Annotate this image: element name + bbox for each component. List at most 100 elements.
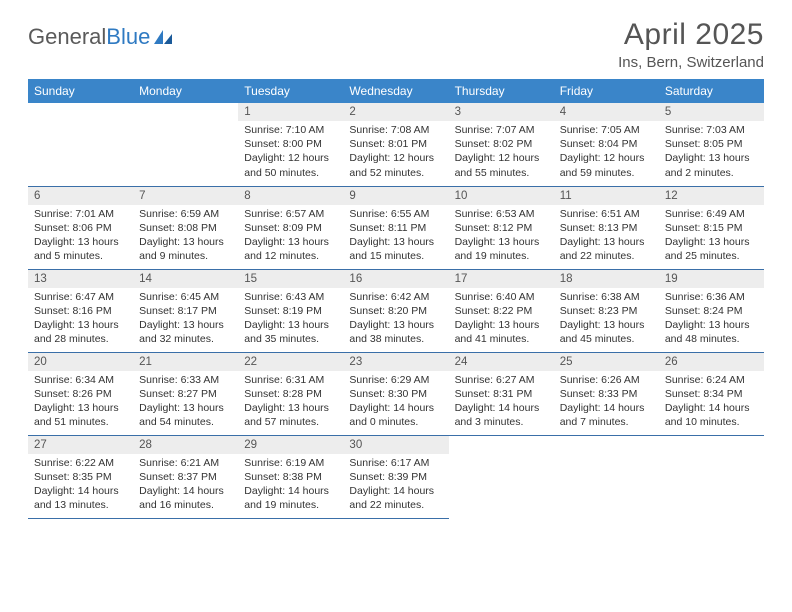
daylight-text-1: Daylight: 14 hours: [560, 401, 653, 415]
day-details: Sunrise: 7:07 AMSunset: 8:02 PMDaylight:…: [449, 121, 554, 184]
calendar-cell: 26Sunrise: 6:24 AMSunset: 8:34 PMDayligh…: [659, 352, 764, 435]
calendar-cell: .: [659, 435, 764, 518]
daylight-text-2: and 5 minutes.: [34, 249, 127, 263]
sunset-text: Sunset: 8:28 PM: [244, 387, 337, 401]
sunrise-text: Sunrise: 7:07 AM: [455, 123, 548, 137]
day-details: Sunrise: 6:19 AMSunset: 8:38 PMDaylight:…: [238, 454, 343, 517]
sunrise-text: Sunrise: 6:26 AM: [560, 373, 653, 387]
daylight-text-2: and 45 minutes.: [560, 332, 653, 346]
daylight-text-2: and 19 minutes.: [244, 498, 337, 512]
day-number: 29: [238, 436, 343, 454]
page-title: April 2025: [618, 18, 764, 52]
daylight-text-1: Daylight: 13 hours: [349, 318, 442, 332]
sunset-text: Sunset: 8:15 PM: [665, 221, 758, 235]
weekday-header-row: SundayMondayTuesdayWednesdayThursdayFrid…: [28, 79, 764, 103]
logo-text-gray: General: [28, 24, 106, 50]
day-number: 25: [554, 353, 659, 371]
day-details: Sunrise: 7:08 AMSunset: 8:01 PMDaylight:…: [343, 121, 448, 184]
calendar-cell: 20Sunrise: 6:34 AMSunset: 8:26 PMDayligh…: [28, 352, 133, 435]
sunset-text: Sunset: 8:16 PM: [34, 304, 127, 318]
day-number: 19: [659, 270, 764, 288]
daylight-text-1: Daylight: 13 hours: [34, 401, 127, 415]
calendar-cell: 11Sunrise: 6:51 AMSunset: 8:13 PMDayligh…: [554, 186, 659, 269]
sunset-text: Sunset: 8:38 PM: [244, 470, 337, 484]
day-details: Sunrise: 7:10 AMSunset: 8:00 PMDaylight:…: [238, 121, 343, 184]
sunrise-text: Sunrise: 6:38 AM: [560, 290, 653, 304]
calendar-cell: 25Sunrise: 6:26 AMSunset: 8:33 PMDayligh…: [554, 352, 659, 435]
daylight-text-1: Daylight: 14 hours: [349, 484, 442, 498]
calendar-cell: .: [449, 435, 554, 518]
daylight-text-2: and 48 minutes.: [665, 332, 758, 346]
day-number: 2: [343, 103, 448, 121]
day-number: 5: [659, 103, 764, 121]
sunrise-text: Sunrise: 6:49 AM: [665, 207, 758, 221]
calendar-row: ..1Sunrise: 7:10 AMSunset: 8:00 PMDaylig…: [28, 103, 764, 186]
calendar-cell: 7Sunrise: 6:59 AMSunset: 8:08 PMDaylight…: [133, 186, 238, 269]
daylight-text-1: Daylight: 13 hours: [665, 318, 758, 332]
day-details: Sunrise: 7:03 AMSunset: 8:05 PMDaylight:…: [659, 121, 764, 184]
sunrise-text: Sunrise: 6:42 AM: [349, 290, 442, 304]
sunset-text: Sunset: 8:06 PM: [34, 221, 127, 235]
sunset-text: Sunset: 8:19 PM: [244, 304, 337, 318]
sunrise-text: Sunrise: 6:31 AM: [244, 373, 337, 387]
sunrise-text: Sunrise: 6:59 AM: [139, 207, 232, 221]
sunset-text: Sunset: 8:01 PM: [349, 137, 442, 151]
day-details: Sunrise: 7:05 AMSunset: 8:04 PMDaylight:…: [554, 121, 659, 184]
sunset-text: Sunset: 8:34 PM: [665, 387, 758, 401]
day-details: Sunrise: 6:45 AMSunset: 8:17 PMDaylight:…: [133, 288, 238, 351]
sunrise-text: Sunrise: 6:21 AM: [139, 456, 232, 470]
daylight-text-2: and 52 minutes.: [349, 166, 442, 180]
daylight-text-2: and 3 minutes.: [455, 415, 548, 429]
day-number: 9: [343, 187, 448, 205]
daylight-text-2: and 22 minutes.: [349, 498, 442, 512]
calendar-cell: 17Sunrise: 6:40 AMSunset: 8:22 PMDayligh…: [449, 269, 554, 352]
day-number: 4: [554, 103, 659, 121]
day-details: Sunrise: 6:36 AMSunset: 8:24 PMDaylight:…: [659, 288, 764, 351]
daylight-text-1: Daylight: 14 hours: [455, 401, 548, 415]
day-number: 10: [449, 187, 554, 205]
day-number: 12: [659, 187, 764, 205]
day-details: Sunrise: 6:29 AMSunset: 8:30 PMDaylight:…: [343, 371, 448, 434]
day-details: Sunrise: 6:34 AMSunset: 8:26 PMDaylight:…: [28, 371, 133, 434]
weekday-header: Friday: [554, 79, 659, 103]
calendar-row: 13Sunrise: 6:47 AMSunset: 8:16 PMDayligh…: [28, 269, 764, 352]
weekday-header: Saturday: [659, 79, 764, 103]
daylight-text-2: and 19 minutes.: [455, 249, 548, 263]
sunrise-text: Sunrise: 6:22 AM: [34, 456, 127, 470]
daylight-text-2: and 7 minutes.: [560, 415, 653, 429]
calendar-cell: 29Sunrise: 6:19 AMSunset: 8:38 PMDayligh…: [238, 435, 343, 518]
sunrise-text: Sunrise: 6:27 AM: [455, 373, 548, 387]
sunset-text: Sunset: 8:31 PM: [455, 387, 548, 401]
calendar-cell: 14Sunrise: 6:45 AMSunset: 8:17 PMDayligh…: [133, 269, 238, 352]
sunrise-text: Sunrise: 6:51 AM: [560, 207, 653, 221]
day-number: 8: [238, 187, 343, 205]
daylight-text-1: Daylight: 13 hours: [349, 235, 442, 249]
calendar-cell: 4Sunrise: 7:05 AMSunset: 8:04 PMDaylight…: [554, 103, 659, 186]
daylight-text-1: Daylight: 13 hours: [665, 235, 758, 249]
sunset-text: Sunset: 8:20 PM: [349, 304, 442, 318]
sunrise-text: Sunrise: 7:05 AM: [560, 123, 653, 137]
sunrise-text: Sunrise: 7:03 AM: [665, 123, 758, 137]
calendar-cell: 24Sunrise: 6:27 AMSunset: 8:31 PMDayligh…: [449, 352, 554, 435]
day-details: Sunrise: 7:01 AMSunset: 8:06 PMDaylight:…: [28, 205, 133, 268]
day-number: 15: [238, 270, 343, 288]
day-number: 13: [28, 270, 133, 288]
day-details: Sunrise: 6:21 AMSunset: 8:37 PMDaylight:…: [133, 454, 238, 517]
day-details: Sunrise: 6:57 AMSunset: 8:09 PMDaylight:…: [238, 205, 343, 268]
day-number: 11: [554, 187, 659, 205]
sunset-text: Sunset: 8:39 PM: [349, 470, 442, 484]
sunrise-text: Sunrise: 6:45 AM: [139, 290, 232, 304]
day-number: 7: [133, 187, 238, 205]
daylight-text-2: and 12 minutes.: [244, 249, 337, 263]
calendar-cell: 8Sunrise: 6:57 AMSunset: 8:09 PMDaylight…: [238, 186, 343, 269]
calendar-row: 6Sunrise: 7:01 AMSunset: 8:06 PMDaylight…: [28, 186, 764, 269]
sunrise-text: Sunrise: 6:43 AM: [244, 290, 337, 304]
sunset-text: Sunset: 8:12 PM: [455, 221, 548, 235]
day-details: Sunrise: 6:40 AMSunset: 8:22 PMDaylight:…: [449, 288, 554, 351]
sunset-text: Sunset: 8:08 PM: [139, 221, 232, 235]
weekday-header: Sunday: [28, 79, 133, 103]
sunrise-text: Sunrise: 6:57 AM: [244, 207, 337, 221]
day-number: 26: [659, 353, 764, 371]
sunrise-text: Sunrise: 7:08 AM: [349, 123, 442, 137]
daylight-text-2: and 22 minutes.: [560, 249, 653, 263]
